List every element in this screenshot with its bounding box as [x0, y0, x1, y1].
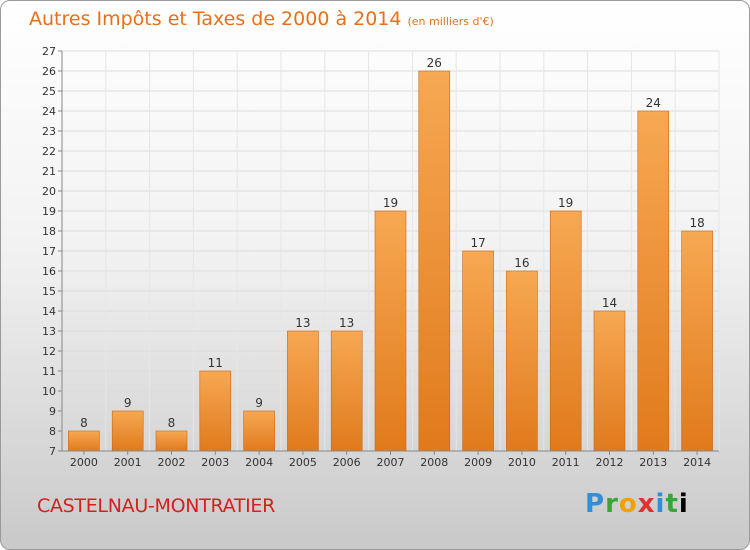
y-tick-label: 16 [42, 265, 56, 278]
x-tick-label: 2012 [596, 456, 624, 469]
y-tick-label: 12 [42, 345, 56, 358]
x-tick-label: 2001 [114, 456, 142, 469]
x-tick-label: 2007 [377, 456, 405, 469]
x-tick-label: 2013 [639, 456, 667, 469]
y-tick-label: 19 [42, 205, 56, 218]
y-tick-label: 25 [42, 85, 56, 98]
y-tick-label: 17 [42, 245, 56, 258]
bar-value-label: 9 [255, 396, 263, 410]
bar-2000 [68, 430, 100, 452]
x-tick-label: 2003 [201, 456, 229, 469]
bar-value-label: 8 [168, 416, 176, 430]
y-tick-label: 23 [42, 125, 56, 138]
bar-value-label: 13 [339, 316, 354, 330]
bar-2004 [243, 410, 275, 452]
bar-value-label: 8 [80, 416, 88, 430]
bar-2006 [330, 330, 363, 452]
axes: 7 8 9 10 11 12 13 14 15 16 17 18 19 20 21 22 23 24 25 26 27 2… [42, 45, 719, 469]
x-tick-label: 2010 [508, 456, 536, 469]
y-tick-label: 8 [49, 425, 56, 438]
bar-2001 [111, 410, 144, 452]
bar-2014 [681, 230, 713, 452]
x-tick-label: 2011 [552, 456, 580, 469]
y-tick-label: 9 [49, 405, 56, 418]
bar-2010 [506, 270, 538, 452]
y-tick-label: 13 [42, 325, 56, 338]
y-tick-label: 24 [42, 105, 56, 118]
bar-2002 [155, 430, 188, 452]
y-tick-label: 21 [42, 165, 56, 178]
bar-2007 [374, 210, 407, 452]
x-tick-label: 2002 [158, 456, 186, 469]
y-tick-label: 7 [49, 445, 56, 458]
proxiti-logo: Proxiti [585, 489, 689, 519]
bar-2009 [462, 250, 494, 452]
y-tick-label: 27 [42, 45, 56, 58]
bar-2012 [593, 310, 626, 452]
bars: 8 9 8 11 9 13 13 19 26 17 16 19 14 24 18 [68, 56, 713, 452]
bar-2008 [418, 70, 451, 452]
commune-name: CASTELNAU-MONTRATIER [37, 495, 276, 517]
x-tick-label: 2004 [245, 456, 273, 469]
x-tick-label: 2006 [333, 456, 361, 469]
x-tick-label: 2005 [289, 456, 317, 469]
bar-value-label: 14 [602, 296, 617, 310]
chart-title: Autres Impôts et Taxes de 2000 à 2014 (en… [29, 8, 494, 30]
y-tick-label: 20 [42, 185, 56, 198]
x-tick-label: 2008 [420, 456, 448, 469]
bar-value-label: 18 [689, 216, 704, 230]
bar-value-label: 19 [383, 196, 398, 210]
y-tick-label: 14 [42, 305, 56, 318]
bar-value-label: 13 [295, 316, 310, 330]
chart-subtitle: (en milliers d'€) [407, 15, 494, 28]
y-tick-label: 11 [42, 365, 56, 378]
bar-2011 [549, 210, 582, 452]
bar-2013 [637, 110, 670, 452]
x-tick-label: 2009 [464, 456, 492, 469]
bar-value-label: 11 [208, 356, 223, 370]
y-tick-label: 15 [42, 285, 56, 298]
bar-value-label: 16 [514, 256, 529, 270]
x-tick-label: 2000 [70, 456, 98, 469]
y-tick-label: 22 [42, 145, 56, 158]
bar-value-label: 9 [124, 396, 132, 410]
y-tick-label: 10 [42, 385, 56, 398]
bar-value-label: 19 [558, 196, 573, 210]
bar-2005 [287, 330, 319, 452]
x-tick-label: 2014 [683, 456, 711, 469]
y-tick-label: 26 [42, 65, 56, 78]
bar-value-label: 26 [427, 56, 442, 70]
bar-value-label: 17 [470, 236, 485, 250]
bar-2003 [199, 370, 232, 452]
y-tick-label: 18 [42, 225, 56, 238]
bar-value-label: 24 [646, 96, 661, 110]
